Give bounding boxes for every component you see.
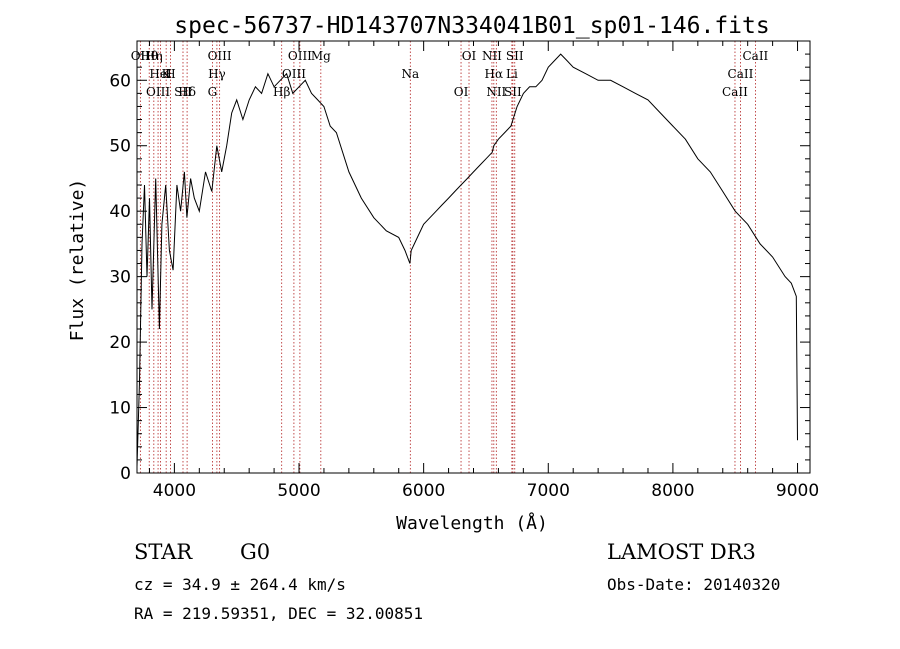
line-marker-label: SII (174, 85, 192, 99)
y-tick-label: 30 (109, 268, 131, 288)
line-marker-label: OI (462, 49, 477, 63)
line-marker-label: OIII (208, 49, 232, 63)
y-axis-label: Flux (relative) (67, 179, 88, 342)
y-tick-label: 0 (120, 464, 131, 484)
plot-frame (136, 40, 811, 474)
line-marker-label: Hδ (178, 85, 196, 99)
line-marker-label: H (165, 67, 175, 81)
line-marker-label: Hα (485, 67, 504, 81)
line-marker-label: SII (506, 49, 524, 63)
line-marker-label: SII (504, 85, 522, 99)
line-marker-label: K (162, 67, 172, 81)
line-marker-label: OIII (146, 85, 170, 99)
line-marker-label: HeI (149, 67, 172, 81)
coordinates: RA = 219.59351, DEC = 32.00851 (134, 604, 423, 623)
survey-name: LAMOST DR3 (607, 540, 756, 564)
line-marker-label: OIII (288, 49, 312, 63)
spectrum-line (136, 53, 798, 467)
line-marker-label: CaII (728, 67, 754, 81)
observation-date: Obs-Date: 20140320 (607, 575, 781, 594)
line-marker-label: OII (131, 49, 151, 63)
y-tick-label: 60 (109, 71, 131, 91)
x-tick-label: 7000 (527, 481, 570, 501)
line-marker-label: NII (482, 49, 502, 63)
x-axis-label: Wavelength (Å) (396, 512, 548, 534)
line-marker-label: OI (454, 85, 469, 99)
line-marker-label: G (208, 85, 218, 99)
chart-title: spec-56737-HD143707N334041B01_sp01-146.f… (174, 13, 769, 39)
line-marker-label: Hγ (208, 67, 226, 81)
x-tick-label: 6000 (402, 481, 445, 501)
line-marker-label: Hη (145, 49, 163, 63)
object-class: STAR (134, 540, 193, 564)
line-marker-label: CaII (742, 49, 768, 63)
subclass: G0 (240, 540, 271, 564)
line-marker-label: Mg (311, 49, 331, 63)
y-tick-label: 50 (109, 137, 131, 157)
line-marker-label: NII (486, 85, 506, 99)
redshift-cz: cz = 34.9 ± 264.4 km/s (134, 575, 346, 594)
y-tick-label: 40 (109, 202, 131, 222)
x-tick-label: 5000 (277, 481, 320, 501)
line-marker-label: CaII (722, 85, 748, 99)
line-marker-label: Na (401, 67, 419, 81)
x-tick-label: 9000 (776, 481, 819, 501)
line-marker-label: Hθ (140, 49, 158, 63)
y-tick-label: 10 (109, 399, 131, 419)
y-tick-label: 20 (109, 333, 131, 353)
x-tick-label: 8000 (651, 481, 694, 501)
line-marker-label: Li (506, 67, 518, 81)
line-marker-label: OIII (282, 67, 306, 81)
line-marker-label: Hβ (273, 85, 290, 99)
x-tick-label: 4000 (153, 481, 196, 501)
